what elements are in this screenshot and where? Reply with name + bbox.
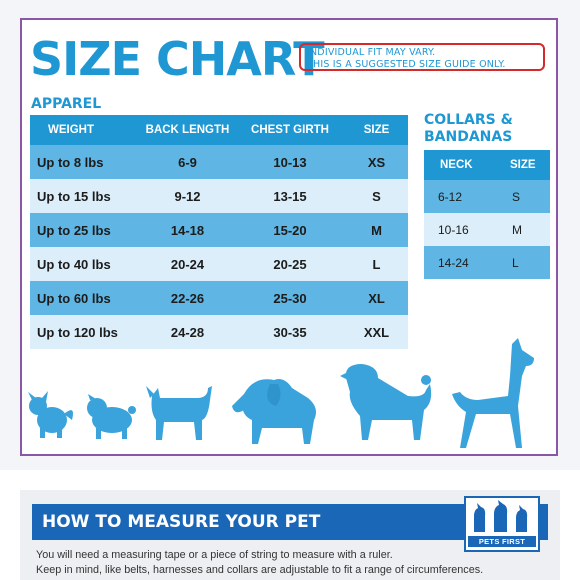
instruction-line: Keep in mind, like belts, harnesses and … [36,564,484,576]
page-title: SIZE CHART [30,32,325,86]
back-length-cell: 22-26 [140,281,235,315]
apparel-size-table: WEIGHT BACK LENGTH CHEST GIRTH SIZE Up t… [30,115,408,349]
back-length-cell: 9-12 [140,179,235,213]
table-row: Up to 25 lbs 14-18 15-20 M [30,213,408,247]
back-length-cell: 20-24 [140,247,235,281]
pug-icon [87,394,136,439]
collars-heading: COLLARS & BANDANAS [424,112,554,146]
table-row: 14-24 L [424,246,550,279]
fluffy-dog-icon [340,364,432,440]
great-dane-icon [452,338,534,448]
measure-instructions: You will need a measuring tape or a piec… [36,548,546,578]
column-header: BACK LENGTH [140,115,235,145]
back-length-cell: 24-28 [140,315,235,349]
table-row: Up to 40 lbs 20-24 20-25 L [30,247,408,281]
size-cell: XS [345,145,408,179]
fit-disclaimer-line2: THIS IS A SUGGESTED SIZE GUIDE ONLY. [307,59,506,70]
dogs-logo-icon [474,500,528,532]
table-row: 10-16 M [424,213,550,246]
table-header-row: NECK SIZE [424,150,550,180]
measure-banner: HOW TO MEASURE YOUR PET PETS FIRST [32,496,548,552]
size-cell: L [502,246,550,279]
size-cell: XXL [345,315,408,349]
column-header: NECK [424,150,502,180]
size-cell: S [502,180,550,213]
weight-cell: Up to 25 lbs [30,213,140,247]
fit-disclaimer: INDIVIDUAL FIT MAY VARY. THIS IS A SUGGE… [299,43,545,71]
measure-section: HOW TO MEASURE YOUR PET PETS FIRST You w… [20,490,560,580]
size-cell: M [502,213,550,246]
column-header: SIZE [502,150,550,180]
weight-cell: Up to 40 lbs [30,247,140,281]
chest-girth-cell: 25-30 [235,281,345,315]
apparel-heading: APPAREL [31,96,102,112]
instruction-line: You will need a measuring tape or a piec… [36,549,393,561]
table-header-row: WEIGHT BACK LENGTH CHEST GIRTH SIZE [30,115,408,145]
dog-silhouettes [28,338,534,448]
column-header: CHEST GIRTH [235,115,345,145]
fit-disclaimer-line1: INDIVIDUAL FIT MAY VARY. [307,47,436,58]
size-cell: XL [345,281,408,315]
logo-text: PETS FIRST [468,536,536,547]
small-dog-icon [28,391,73,438]
table-row: Up to 15 lbs 9-12 13-15 S [30,179,408,213]
chest-girth-cell: 13-15 [235,179,345,213]
chest-girth-cell: 15-20 [235,213,345,247]
chest-girth-cell: 10-13 [235,145,345,179]
table-row: Up to 8 lbs 6-9 10-13 XS [30,145,408,179]
neck-cell: 14-24 [424,246,502,279]
back-length-cell: 6-9 [140,145,235,179]
column-header: SIZE [345,115,408,145]
collars-heading-line2: BANDANAS [424,129,513,145]
table-row: 6-12 S [424,180,550,213]
neck-cell: 6-12 [424,180,502,213]
table-row: Up to 120 lbs 24-28 30-35 XXL [30,315,408,349]
pets-first-logo: PETS FIRST [464,496,540,552]
measure-title: HOW TO MEASURE YOUR PET [42,512,321,532]
collars-heading-line1: COLLARS & [424,112,513,128]
chest-girth-cell: 30-35 [235,315,345,349]
size-cell: L [345,247,408,281]
spaniel-icon [232,379,316,444]
weight-cell: Up to 120 lbs [30,315,140,349]
back-length-cell: 14-18 [140,213,235,247]
chest-girth-cell: 20-25 [235,247,345,281]
table-row: Up to 60 lbs 22-26 25-30 XL [30,281,408,315]
size-cell: M [345,213,408,247]
weight-cell: Up to 8 lbs [30,145,140,179]
collars-size-table: NECK SIZE 6-12 S 10-16 M 14-24 L [424,150,550,279]
column-header: WEIGHT [30,115,140,145]
weight-cell: Up to 60 lbs [30,281,140,315]
terrier-icon [146,386,212,440]
weight-cell: Up to 15 lbs [30,179,140,213]
size-cell: S [345,179,408,213]
neck-cell: 10-16 [424,213,502,246]
